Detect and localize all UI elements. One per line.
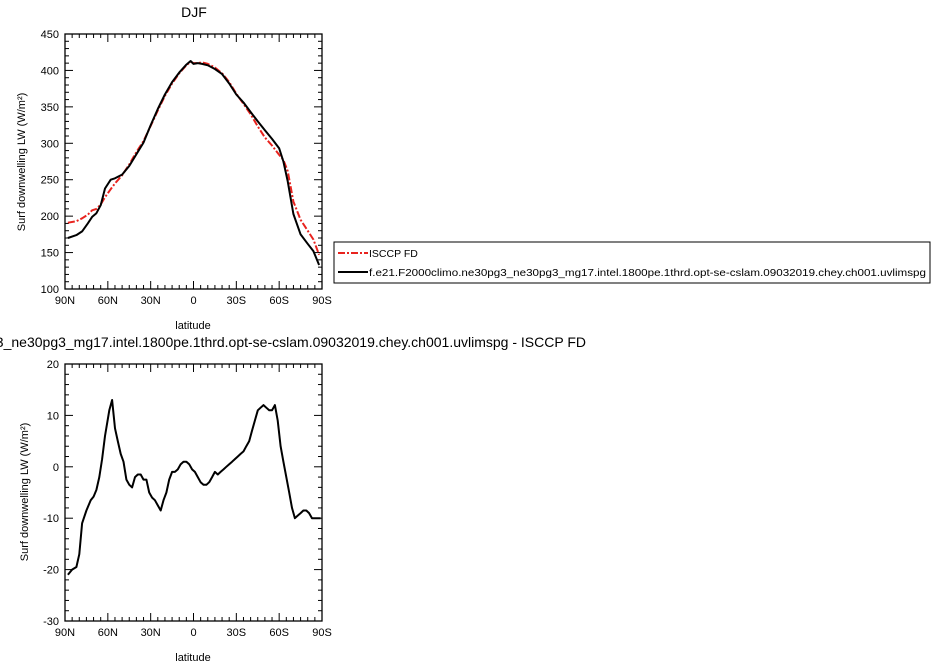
bottom-x-tick-label: 30S — [227, 627, 247, 639]
bottom-y-tick-label: -20 — [43, 565, 59, 577]
bottom-x-tick-label: 0 — [190, 627, 196, 639]
bottom-series-line-0 — [67, 399, 321, 576]
legend-label-isccp: ISCCP FD — [369, 248, 418, 260]
top-x-tick-label: 60N — [98, 295, 118, 307]
legend: ISCCP FD f.e21.F2000climo.ne30pg3_ne30pg… — [333, 241, 931, 284]
top-y-tick-label: 350 — [41, 102, 59, 114]
bottom-plot-frame — [64, 363, 323, 622]
top-y-tick-label: 300 — [41, 138, 59, 150]
bottom-y-tick-label: 0 — [53, 462, 59, 474]
bottom-x-tick-label: 60S — [269, 627, 289, 639]
bottom-x-tick-label: 60N — [98, 627, 118, 639]
bottom-y-axis-label: Surf downwelling LW (W/m²) — [19, 423, 31, 562]
bottom-chart-title: f.e21.F2000climo.ne30pg3_ne30pg3_mg17.in… — [0, 334, 586, 350]
top-y-axis-label: Surf downwelling LW (W/m²) — [16, 93, 28, 232]
top-series-line-1 — [67, 60, 321, 266]
bottom-x-tick-label: 90S — [312, 627, 332, 639]
top-x-tick-label: 30S — [227, 295, 247, 307]
top-x-tick-label: 90N — [55, 295, 75, 307]
top-y-tick-label: 150 — [41, 248, 59, 260]
top-y-tick-label: 200 — [41, 211, 59, 223]
top-y-tick-label: 450 — [41, 29, 59, 41]
legend-label-model: f.e21.F2000climo.ne30pg3_ne30pg3_mg17.in… — [369, 267, 926, 279]
bottom-x-tick-label: 90N — [55, 627, 75, 639]
top-x-tick-label: 0 — [190, 295, 196, 307]
top-x-axis-label: latitude — [175, 320, 210, 332]
bottom-x-axis-label: latitude — [175, 652, 210, 664]
top-chart-title: DJF — [181, 4, 207, 20]
legend-box — [333, 241, 931, 284]
bottom-y-tick-label: 20 — [47, 359, 59, 371]
top-x-tick-label: 30N — [141, 295, 161, 307]
top-x-tick-label: 60S — [269, 295, 289, 307]
bottom-y-tick-label: -30 — [43, 616, 59, 628]
top-y-tick-label: 250 — [41, 175, 59, 187]
bottom-y-tick-label: -10 — [43, 513, 59, 525]
bottom-x-tick-label: 30N — [141, 627, 161, 639]
top-y-tick-label: 100 — [41, 284, 59, 296]
bottom-chart: f.e21.F2000climo.ne30pg3_ne30pg3_mg17.in… — [0, 334, 586, 664]
bottom-y-tick-label: 10 — [47, 410, 59, 422]
top-chart: DJF 90N 60N 30N 0 30S 60S 90S 100 150 200 250 300 35… — [16, 4, 931, 332]
top-y-tick-label: 400 — [41, 65, 59, 77]
top-x-tick-label: 90S — [312, 295, 332, 307]
